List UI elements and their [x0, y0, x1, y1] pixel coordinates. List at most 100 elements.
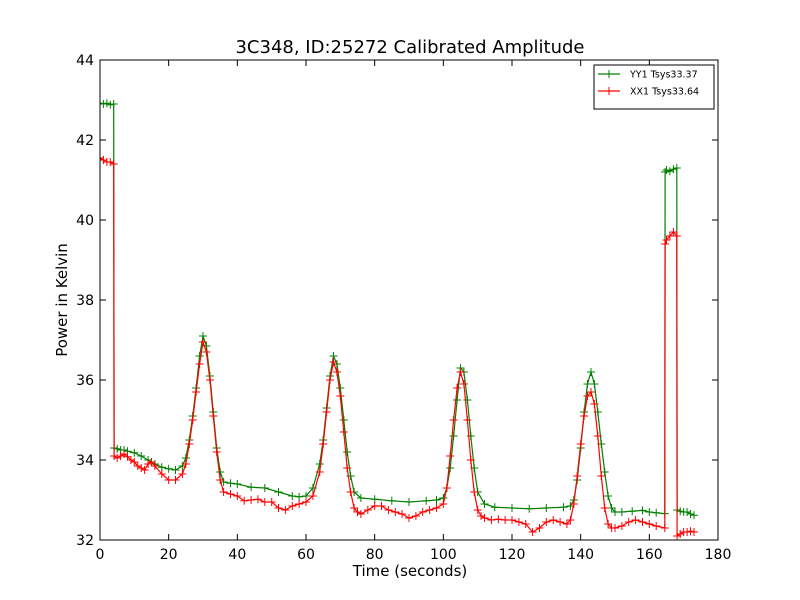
data-point [106, 100, 115, 109]
legend: YY1 Tsys33.37 XX1 Tsys33.64 [593, 64, 715, 110]
data-point [449, 416, 458, 424]
series-line-1 [100, 157, 695, 538]
data-point [195, 352, 204, 360]
data-point [665, 167, 674, 176]
data-point [508, 516, 516, 524]
data-point [109, 160, 118, 168]
data-point [100, 154, 104, 162]
data-point [233, 492, 242, 500]
data-point [542, 504, 551, 512]
data-point [387, 496, 396, 505]
data-point [597, 472, 606, 480]
data-point [116, 452, 125, 460]
data-point [662, 236, 671, 244]
data-point [617, 508, 626, 516]
data-point [645, 520, 654, 528]
data-point [326, 376, 334, 384]
data-point [384, 506, 393, 514]
data-point [147, 458, 156, 466]
data-point [164, 464, 173, 473]
data-point [319, 440, 328, 448]
data-point [205, 376, 214, 384]
data-point [549, 516, 558, 524]
data-point [343, 464, 352, 472]
data-point [195, 360, 204, 368]
x-tick-label: 160 [636, 547, 663, 563]
data-point [288, 502, 297, 510]
data-point [216, 468, 225, 476]
data-point [607, 504, 616, 512]
data-point [583, 392, 592, 400]
data-point [463, 396, 472, 404]
data-point [274, 504, 283, 512]
data-point [477, 512, 486, 520]
plot-area [99, 59, 719, 541]
data-point [665, 232, 674, 240]
data-point [432, 496, 441, 504]
data-point [466, 432, 475, 440]
data-point [219, 488, 228, 496]
data-point [446, 452, 455, 460]
data-point [535, 524, 544, 532]
data-point [446, 464, 455, 472]
data-point [322, 408, 331, 416]
legend-marker [605, 70, 613, 78]
data-point [226, 479, 235, 488]
data-point [490, 503, 499, 512]
data-point [178, 470, 187, 478]
legend-label: YY1 Tsys33.37 [629, 70, 698, 81]
data-point [295, 500, 304, 508]
x-tick-label: 80 [366, 547, 384, 563]
x-tick-label: 60 [297, 547, 315, 563]
data-point [336, 392, 345, 400]
data-point [611, 524, 619, 532]
data-point [638, 518, 647, 526]
data-point [267, 498, 276, 506]
legend-box [593, 64, 715, 110]
legend-marker [605, 87, 613, 95]
data-point [617, 522, 626, 530]
data-point [672, 164, 681, 172]
data-point [185, 440, 194, 448]
data-point [171, 476, 180, 484]
data-point [339, 428, 348, 436]
data-point [587, 388, 595, 396]
data-point [188, 416, 197, 424]
data-point [600, 504, 609, 512]
data-point [686, 510, 695, 518]
data-point [315, 460, 324, 468]
data-point [652, 508, 661, 517]
data-point [157, 470, 166, 478]
data-point [480, 500, 489, 508]
data-point [398, 510, 407, 518]
data-point [308, 492, 317, 500]
data-point [102, 99, 111, 108]
data-point [660, 524, 669, 532]
data-point [573, 472, 582, 480]
data-point [240, 496, 249, 505]
data-point [260, 498, 269, 506]
data-point [566, 516, 575, 524]
data-point [514, 518, 523, 526]
data-point [569, 500, 578, 508]
data-point [106, 158, 115, 166]
data-point [473, 506, 482, 514]
data-point [181, 460, 190, 468]
data-point [332, 368, 341, 376]
data-point [212, 448, 221, 456]
data-point [109, 100, 118, 108]
data-point [370, 502, 379, 510]
data-point [233, 480, 242, 488]
data-point [652, 522, 661, 530]
data-point [587, 368, 595, 376]
data-point [202, 348, 211, 356]
data-point [137, 452, 146, 460]
data-point [126, 456, 135, 464]
data-point [356, 510, 365, 518]
data-point [690, 528, 698, 536]
data-point [661, 168, 670, 176]
data-point [508, 504, 516, 512]
data-point [604, 520, 613, 528]
data-point [377, 502, 386, 510]
data-point [432, 504, 441, 512]
